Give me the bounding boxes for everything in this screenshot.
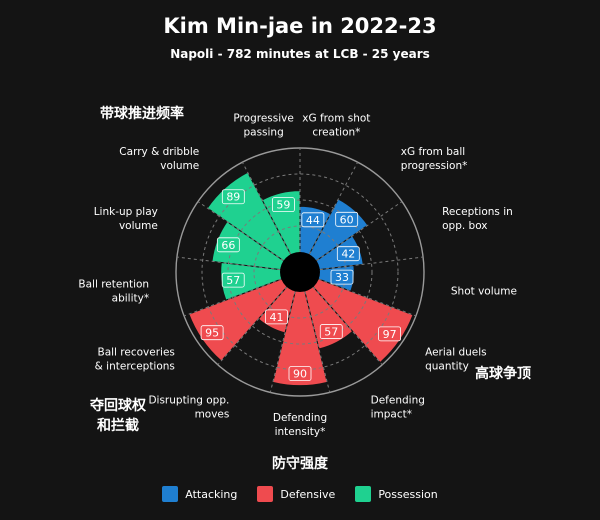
grid-spoke — [319, 256, 424, 271]
value-label-progressive-passing: 59 — [272, 197, 295, 213]
annotation-intensity: 防守强度 — [272, 455, 329, 472]
value-label-xg-from-shot-creation: 44 — [301, 212, 325, 228]
svg-text:42: 42 — [341, 248, 355, 261]
value-label-defending-impact: 57 — [319, 324, 343, 339]
metric-label-ball-retention-ability: Ball retention ability* — [78, 278, 149, 304]
legend-label-defensive: Defensive — [280, 487, 336, 501]
grid-ring-75 — [201, 173, 399, 371]
value-label-aerial-duels-quantity: 97 — [378, 326, 402, 342]
chart-title: Kim Min-jae in 2022-23 — [163, 14, 437, 38]
metric-label-link-up-play-volume: Link-up play volume — [94, 206, 158, 232]
chart-subtitle: Napoli - 782 minutes at LCB - 25 years — [170, 47, 430, 61]
legend-label-attacking: Attacking — [185, 487, 238, 501]
metric-label-defending-impact: Defending impact* — [371, 395, 425, 421]
svg-text:60: 60 — [340, 213, 354, 226]
svg-text:97: 97 — [383, 328, 397, 341]
grid-spoke — [304, 291, 331, 393]
grid-spoke — [176, 256, 281, 271]
svg-text:33: 33 — [335, 271, 349, 284]
metric-label-ball-recoveries-interceptions: Ball recoveries & interceptions — [95, 346, 175, 372]
legend-item-defensive: Defensive — [257, 486, 335, 502]
annotation-carry: 带球推进频率 — [100, 105, 184, 122]
legend: Attacking Defensive Possession — [0, 486, 600, 502]
value-label-xg-from-ball-progression: 60 — [335, 211, 359, 227]
legend-swatch-attacking — [162, 486, 179, 502]
svg-text:57: 57 — [324, 326, 338, 339]
svg-text:66: 66 — [221, 239, 235, 252]
svg-text:90: 90 — [293, 368, 307, 381]
svg-text:89: 89 — [226, 191, 240, 204]
grid-spokes — [176, 148, 424, 393]
legend-swatch-possession — [355, 486, 372, 502]
metric-label-carry-dribble-volume: Carry & dribble volume — [119, 146, 199, 172]
legend-swatch-defensive — [257, 486, 274, 502]
metric-label-shot-volume: Shot volume — [451, 285, 517, 297]
metric-label-aerial-duels-quantity: Aerial duels quantity — [425, 346, 487, 372]
grid-spoke — [312, 286, 383, 366]
grid-spoke — [217, 286, 288, 366]
value-label-ball-recoveries-interceptions: 95 — [200, 325, 224, 341]
svg-text:44: 44 — [306, 214, 320, 227]
metric-label-receptions-in-opp-box: Receptions in opp. box — [442, 206, 513, 232]
value-label-link-up-play-volume: 66 — [216, 237, 240, 253]
annotations: 带球推进频率 高球争顶 夺回球权 和拦截 防守强度 — [89, 105, 531, 472]
svg-text:95: 95 — [205, 327, 219, 340]
value-label-carry-dribble-volume: 89 — [221, 189, 245, 205]
grid-spoke — [183, 278, 282, 317]
svg-text:59: 59 — [276, 199, 290, 212]
legend-item-attacking: Attacking — [162, 486, 237, 502]
grid-ring-50 — [227, 199, 373, 345]
annotation-aerial: 高球争顶 — [475, 365, 531, 382]
grid-spoke — [269, 291, 296, 393]
value-label-defending-intensity: 90 — [288, 366, 312, 382]
grid-spoke — [241, 161, 292, 255]
annotation-recoveries-line2: 和拦截 — [97, 417, 139, 434]
grid-spoke — [318, 278, 417, 317]
metric-label-progressive-passing: Progressive passing — [233, 112, 293, 138]
legend-item-possession: Possession — [355, 486, 438, 502]
metric-labels: xG from shot creation* xG from ball progres… — [78, 112, 517, 438]
svg-text:41: 41 — [269, 311, 283, 324]
legend-label-possession: Possession — [378, 487, 438, 501]
annotation-recoveries-line1: 夺回球权 — [89, 397, 147, 414]
value-labels: 44 60 42 33 97 57 90 41 95 57 66 89 59 — [200, 189, 402, 382]
grid-spoke — [197, 201, 284, 262]
value-label-receptions-in-opp-box: 42 — [336, 246, 360, 262]
center-hole — [280, 252, 320, 292]
value-label-disrupting-opp-moves: 41 — [265, 309, 288, 325]
value-label-ball-retention-ability: 57 — [221, 272, 245, 288]
bar-defending-intensity — [272, 271, 328, 387]
metric-label-defending-intensity: Defending intensity* — [273, 412, 327, 438]
grid-spoke — [316, 201, 403, 262]
svg-text:57: 57 — [226, 274, 240, 287]
metric-label-xg-from-shot-creation: xG from shot creation* — [302, 112, 370, 138]
metric-label-disrupting-opp-moves: Disrupting opp. moves — [148, 395, 229, 421]
value-label-shot-volume: 33 — [330, 269, 354, 285]
grid-spoke — [308, 161, 359, 255]
metric-label-xg-from-ball-progression: xG from ball progression* — [401, 146, 468, 172]
